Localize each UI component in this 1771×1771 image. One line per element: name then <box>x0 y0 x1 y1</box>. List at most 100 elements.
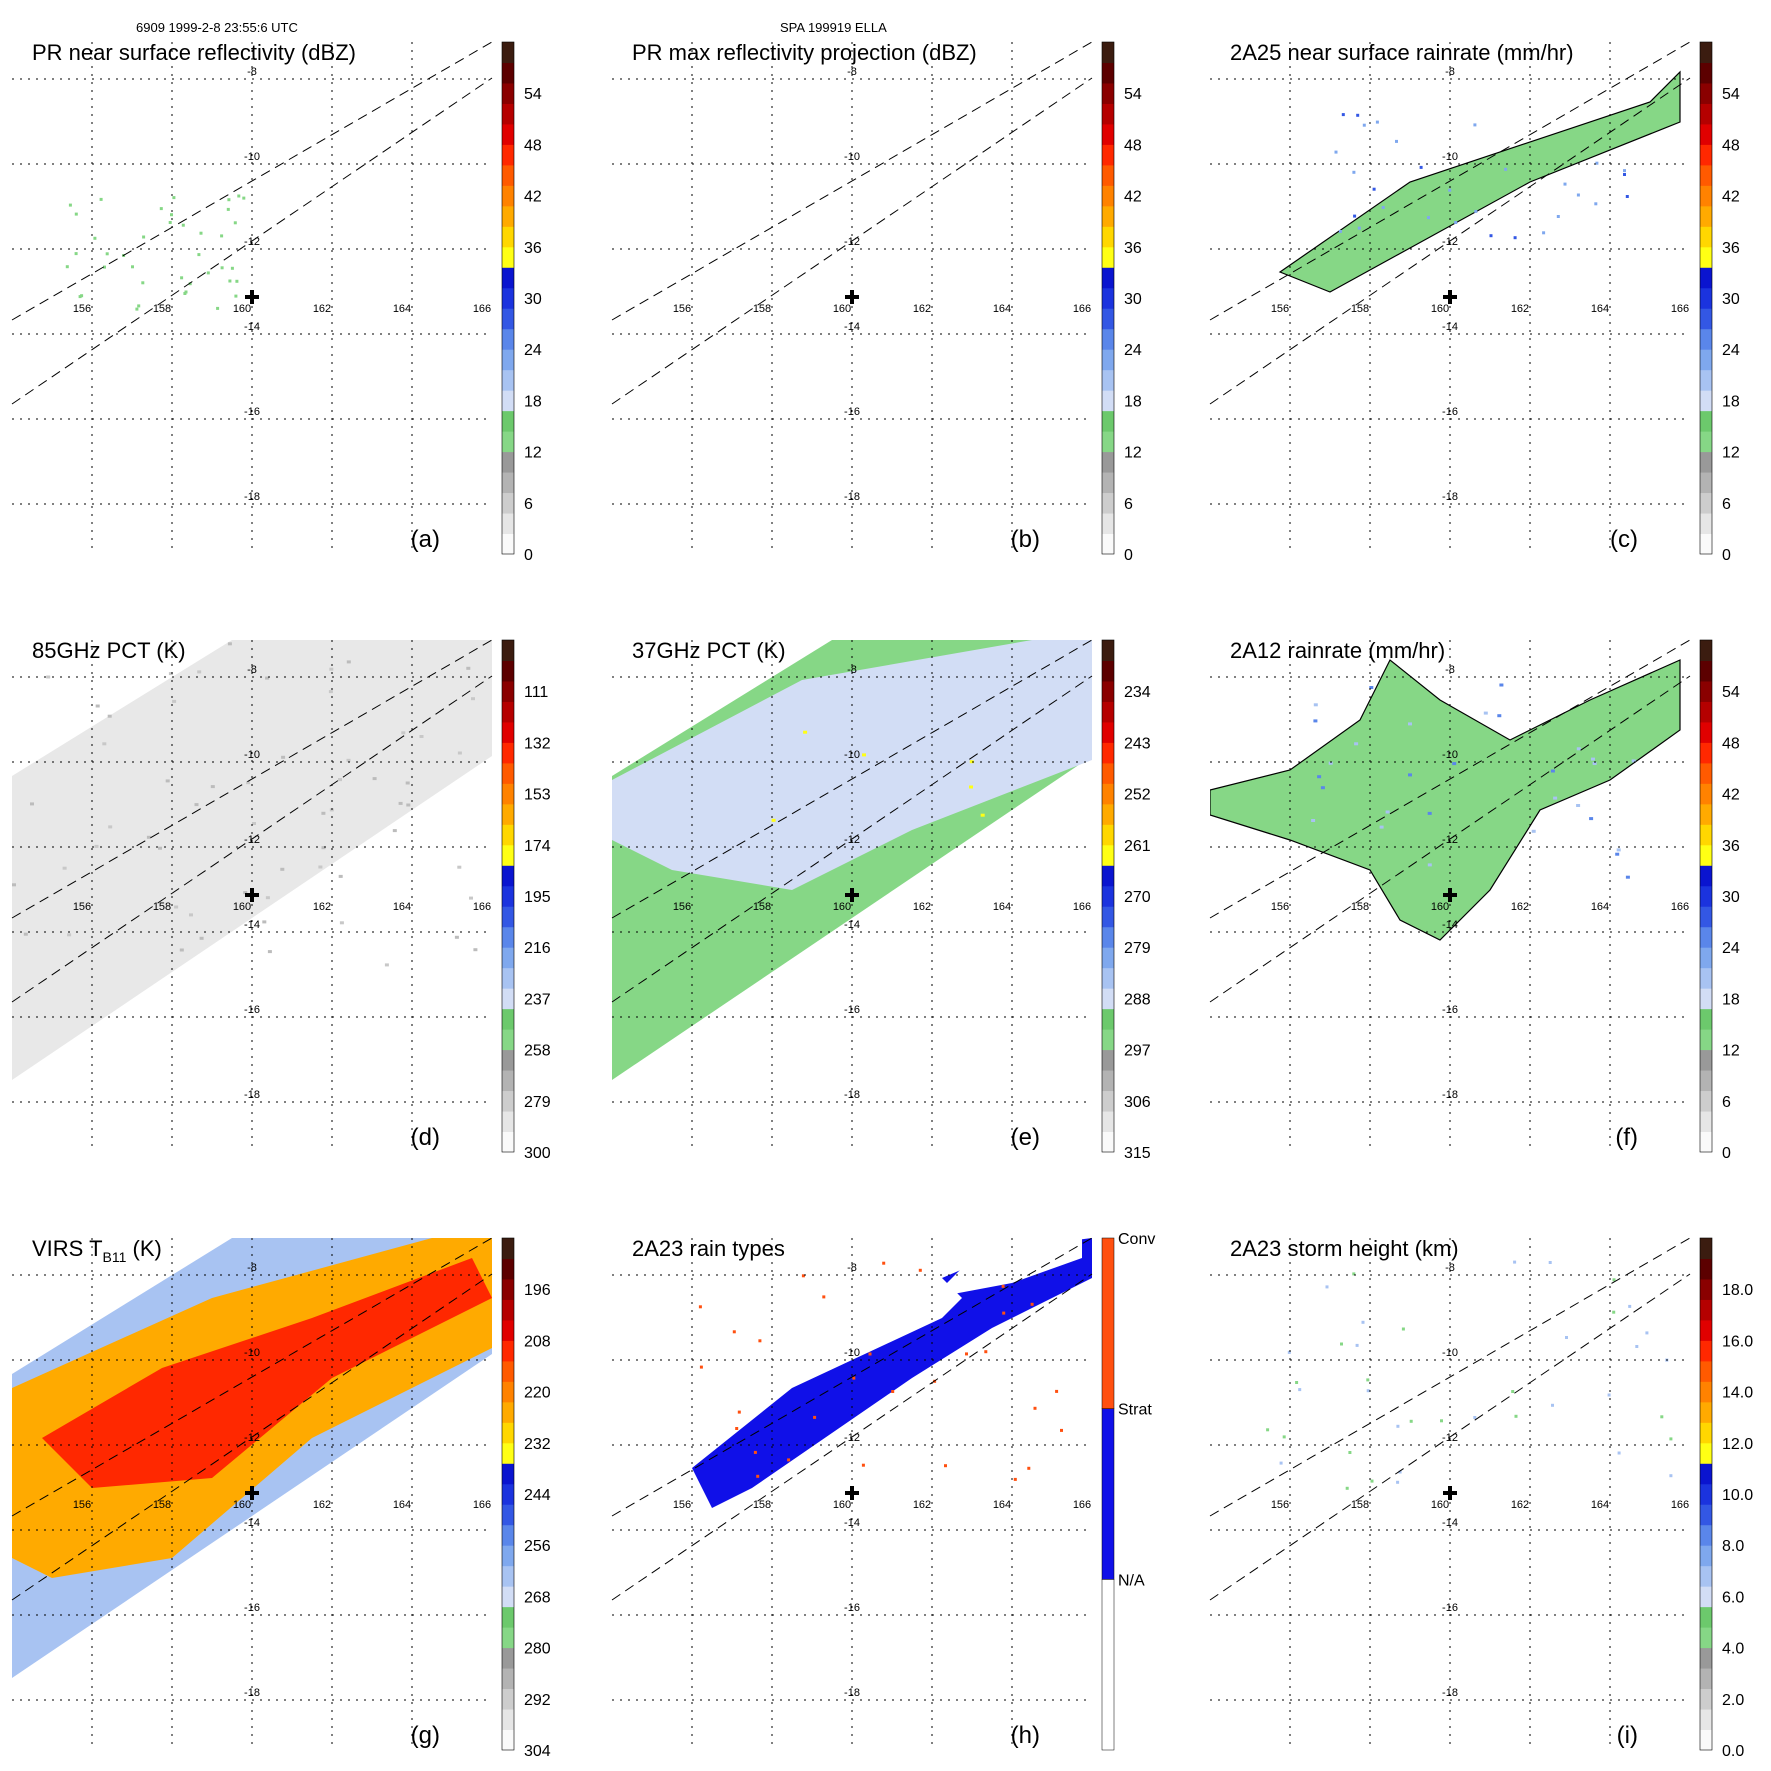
panel-e: 156 158 160 162 164 166 -8 -10 -12 -14 -16 -18 37GHz… <box>611 638 1151 1162</box>
colorbar-tick-label: 24 <box>524 342 542 359</box>
panel-label: (b) <box>1011 526 1040 553</box>
colorbar-tick-label: 195 <box>524 889 551 906</box>
colorbar-tick-label: 12 <box>1722 1043 1740 1060</box>
panel-label: (f) <box>1615 1124 1638 1151</box>
colorbar-tick-label: 18 <box>524 393 542 410</box>
field-c <box>1278 70 1681 293</box>
lon-tick-label: 164 <box>1591 303 1609 315</box>
lat-tick-label: -12 <box>244 236 260 248</box>
colorbar-tick-label: 0 <box>524 547 533 564</box>
colorbar-tick-label: 0.0 <box>1722 1743 1744 1760</box>
lat-tick-label: -12 <box>844 1432 860 1444</box>
colorbar-tick-label: 18 <box>1124 393 1142 410</box>
colorbar-tick-label: 279 <box>524 1094 551 1111</box>
storm-center-marker <box>245 888 259 902</box>
lat-tick-label: -8 <box>1445 664 1455 676</box>
lat-tick-label: -10 <box>244 749 260 761</box>
lat-tick-label: -8 <box>247 66 257 78</box>
lat-tick-label: -8 <box>1445 1262 1455 1274</box>
colorbar-tick-label: 279 <box>1124 940 1151 957</box>
swath-edge-line <box>11 1273 493 1601</box>
lon-tick-label: 166 <box>473 1499 491 1511</box>
colorbar-tick-label: 48 <box>1722 137 1740 154</box>
colorbar-tick-label: 54 <box>1722 86 1740 103</box>
lat-tick-label: -10 <box>1442 1347 1458 1359</box>
lon-tick-label: 156 <box>1271 303 1289 315</box>
lat-tick-label: -16 <box>1442 406 1458 418</box>
colorbar-a: 0 6 12 18 24 30 36 42 48 54 <box>501 41 542 564</box>
lon-tick-label: 156 <box>73 901 91 913</box>
swath-edge-line <box>1209 639 1691 919</box>
lat-tick-label: -10 <box>1442 151 1458 163</box>
swath-edge-line <box>611 41 1093 321</box>
colorbar-tick-label: 220 <box>524 1385 551 1402</box>
lat-tick-label: -16 <box>244 1004 260 1016</box>
lat-tick-label: -14 <box>244 919 260 931</box>
lon-tick-label: 164 <box>1591 901 1609 913</box>
colorbar-tick-label: 24 <box>1722 940 1740 957</box>
swath-edge-line <box>11 77 493 405</box>
lon-tick-label: 160 <box>1431 901 1449 913</box>
panel-a: 156 158 160 162 164 166 -8 -10 -12 -14 -16 -18 PR ne… <box>11 40 542 564</box>
panel-label: (a) <box>411 526 440 553</box>
colorbar-tick-label: 0 <box>1722 1145 1731 1162</box>
panel-title: 2A12 rainrate (mm/hr) <box>1230 638 1445 663</box>
lat-tick-label: -14 <box>844 919 860 931</box>
colorbar-tick-label: 280 <box>524 1641 551 1658</box>
lat-tick-label: -10 <box>1442 749 1458 761</box>
colorbar-tick-label: 36 <box>524 240 542 257</box>
lat-tick-label: -18 <box>244 491 260 503</box>
colorbar-tick-label: 48 <box>1722 735 1740 752</box>
lon-tick-label: 160 <box>233 901 251 913</box>
lat-tick-label: -8 <box>847 66 857 78</box>
panel-g: 156 158 160 162 164 166 -8 -10 -12 -14 -16 -18 VIRS … <box>11 1236 551 1760</box>
lat-tick-label: -10 <box>844 1347 860 1359</box>
lon-tick-label: 164 <box>393 303 411 315</box>
colorbar-tick-label: 30 <box>1722 291 1740 308</box>
lat-tick-label: -14 <box>1442 321 1458 333</box>
colorbar-tick-label: 30 <box>1722 889 1740 906</box>
lat-tick-label: -12 <box>844 236 860 248</box>
colorbar-tick-label: 36 <box>1722 240 1740 257</box>
colorbar-tick-label: 42 <box>1722 787 1740 804</box>
lon-tick-label: 162 <box>913 303 931 315</box>
panel-title: 37GHz PCT (K) <box>632 638 786 663</box>
lon-tick-label: 156 <box>1271 1499 1289 1511</box>
colorbar-tick-label: 42 <box>1124 189 1142 206</box>
colorbar-tick-label: 0 <box>1124 547 1133 564</box>
lat-tick-label: -14 <box>244 321 260 333</box>
colorbar-e: 315 306 297 288 279 270 261 252 243 234 <box>1101 639 1151 1162</box>
panel-label: (h) <box>1011 1722 1040 1749</box>
colorbar-c: 0 6 12 18 24 30 36 42 48 54 <box>1699 41 1740 564</box>
colorbar-tick-label: 36 <box>1722 838 1740 855</box>
storm-center-marker <box>245 1486 259 1500</box>
lon-tick-label: 162 <box>313 1499 331 1511</box>
colorbar-tick-label: 54 <box>1722 684 1740 701</box>
lon-tick-label: 160 <box>833 901 851 913</box>
colorbar-h: N/A Strat Conv <box>1101 1231 1155 1751</box>
swath-edge-line <box>11 41 493 321</box>
colorbar-tick-label: 12 <box>1124 445 1142 462</box>
colorbar-tick-label: 16.0 <box>1722 1333 1753 1350</box>
swath-edge-line <box>611 1237 1093 1517</box>
lat-tick-label: -18 <box>1442 1687 1458 1699</box>
panel-label: (e) <box>1011 1124 1040 1151</box>
lat-tick-label: -10 <box>844 749 860 761</box>
lat-tick-label: -18 <box>844 1089 860 1101</box>
lon-tick-label: 156 <box>1271 901 1289 913</box>
colorbar-tick-label: 111 <box>524 684 548 701</box>
lat-tick-label: -16 <box>844 406 860 418</box>
swath-edge-line <box>611 1273 1093 1601</box>
swath-edge-line <box>11 1237 493 1517</box>
lon-tick-label: 158 <box>753 901 771 913</box>
colorbar-tick-label: 6 <box>1722 1094 1731 1111</box>
lon-tick-label: 156 <box>673 303 691 315</box>
colorbar-tick-label: 258 <box>524 1043 551 1060</box>
colorbar-f: 0 6 12 18 24 30 36 42 48 54 <box>1699 639 1740 1162</box>
colorbar-tick-label: 237 <box>524 991 551 1008</box>
lat-tick-label: -18 <box>844 491 860 503</box>
colorbar-d: 300 279 258 237 216 195 174 153 132 111 <box>501 639 551 1162</box>
panel-label: (c) <box>1610 526 1638 553</box>
lon-tick-label: 158 <box>153 303 171 315</box>
lat-tick-label: -10 <box>244 1347 260 1359</box>
